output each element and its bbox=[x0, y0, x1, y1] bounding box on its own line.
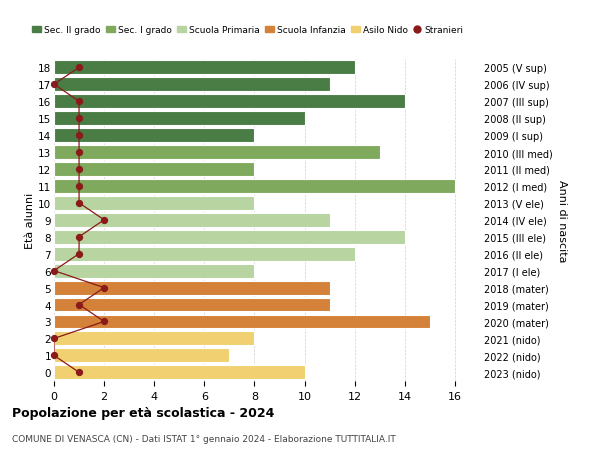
Bar bbox=[54, 332, 254, 346]
Point bbox=[74, 132, 84, 140]
Point bbox=[74, 369, 84, 376]
Point bbox=[74, 166, 84, 173]
Text: COMUNE DI VENASCA (CN) - Dati ISTAT 1° gennaio 2024 - Elaborazione TUTTITALIA.IT: COMUNE DI VENASCA (CN) - Dati ISTAT 1° g… bbox=[12, 434, 396, 443]
Bar bbox=[54, 179, 455, 193]
Legend: Sec. II grado, Sec. I grado, Scuola Primaria, Scuola Infanzia, Asilo Nido, Stran: Sec. II grado, Sec. I grado, Scuola Prim… bbox=[29, 22, 467, 39]
Text: Popolazione per età scolastica - 2024: Popolazione per età scolastica - 2024 bbox=[12, 406, 274, 419]
Point bbox=[100, 284, 109, 291]
Point bbox=[74, 98, 84, 106]
Point bbox=[49, 81, 59, 89]
Point bbox=[74, 234, 84, 241]
Bar bbox=[54, 247, 355, 261]
Bar bbox=[54, 264, 254, 278]
Y-axis label: Età alunni: Età alunni bbox=[25, 192, 35, 248]
Bar bbox=[54, 112, 305, 126]
Bar bbox=[54, 365, 305, 380]
Bar bbox=[54, 349, 229, 363]
Point bbox=[49, 352, 59, 359]
Point bbox=[100, 318, 109, 325]
Bar bbox=[54, 95, 405, 109]
Point bbox=[49, 335, 59, 342]
Y-axis label: Anni di nascita: Anni di nascita bbox=[557, 179, 567, 262]
Point bbox=[74, 64, 84, 72]
Point bbox=[74, 149, 84, 157]
Bar bbox=[54, 298, 329, 312]
Point bbox=[49, 268, 59, 275]
Bar bbox=[54, 146, 380, 160]
Bar bbox=[54, 78, 329, 92]
Bar bbox=[54, 230, 405, 244]
Bar bbox=[54, 315, 430, 329]
Bar bbox=[54, 213, 329, 227]
Point bbox=[100, 217, 109, 224]
Bar bbox=[54, 129, 254, 143]
Point bbox=[74, 301, 84, 308]
Point bbox=[74, 183, 84, 190]
Point bbox=[74, 115, 84, 123]
Bar bbox=[54, 61, 355, 75]
Bar bbox=[54, 196, 254, 210]
Point bbox=[74, 200, 84, 207]
Bar bbox=[54, 162, 254, 177]
Bar bbox=[54, 281, 329, 295]
Point bbox=[74, 251, 84, 258]
